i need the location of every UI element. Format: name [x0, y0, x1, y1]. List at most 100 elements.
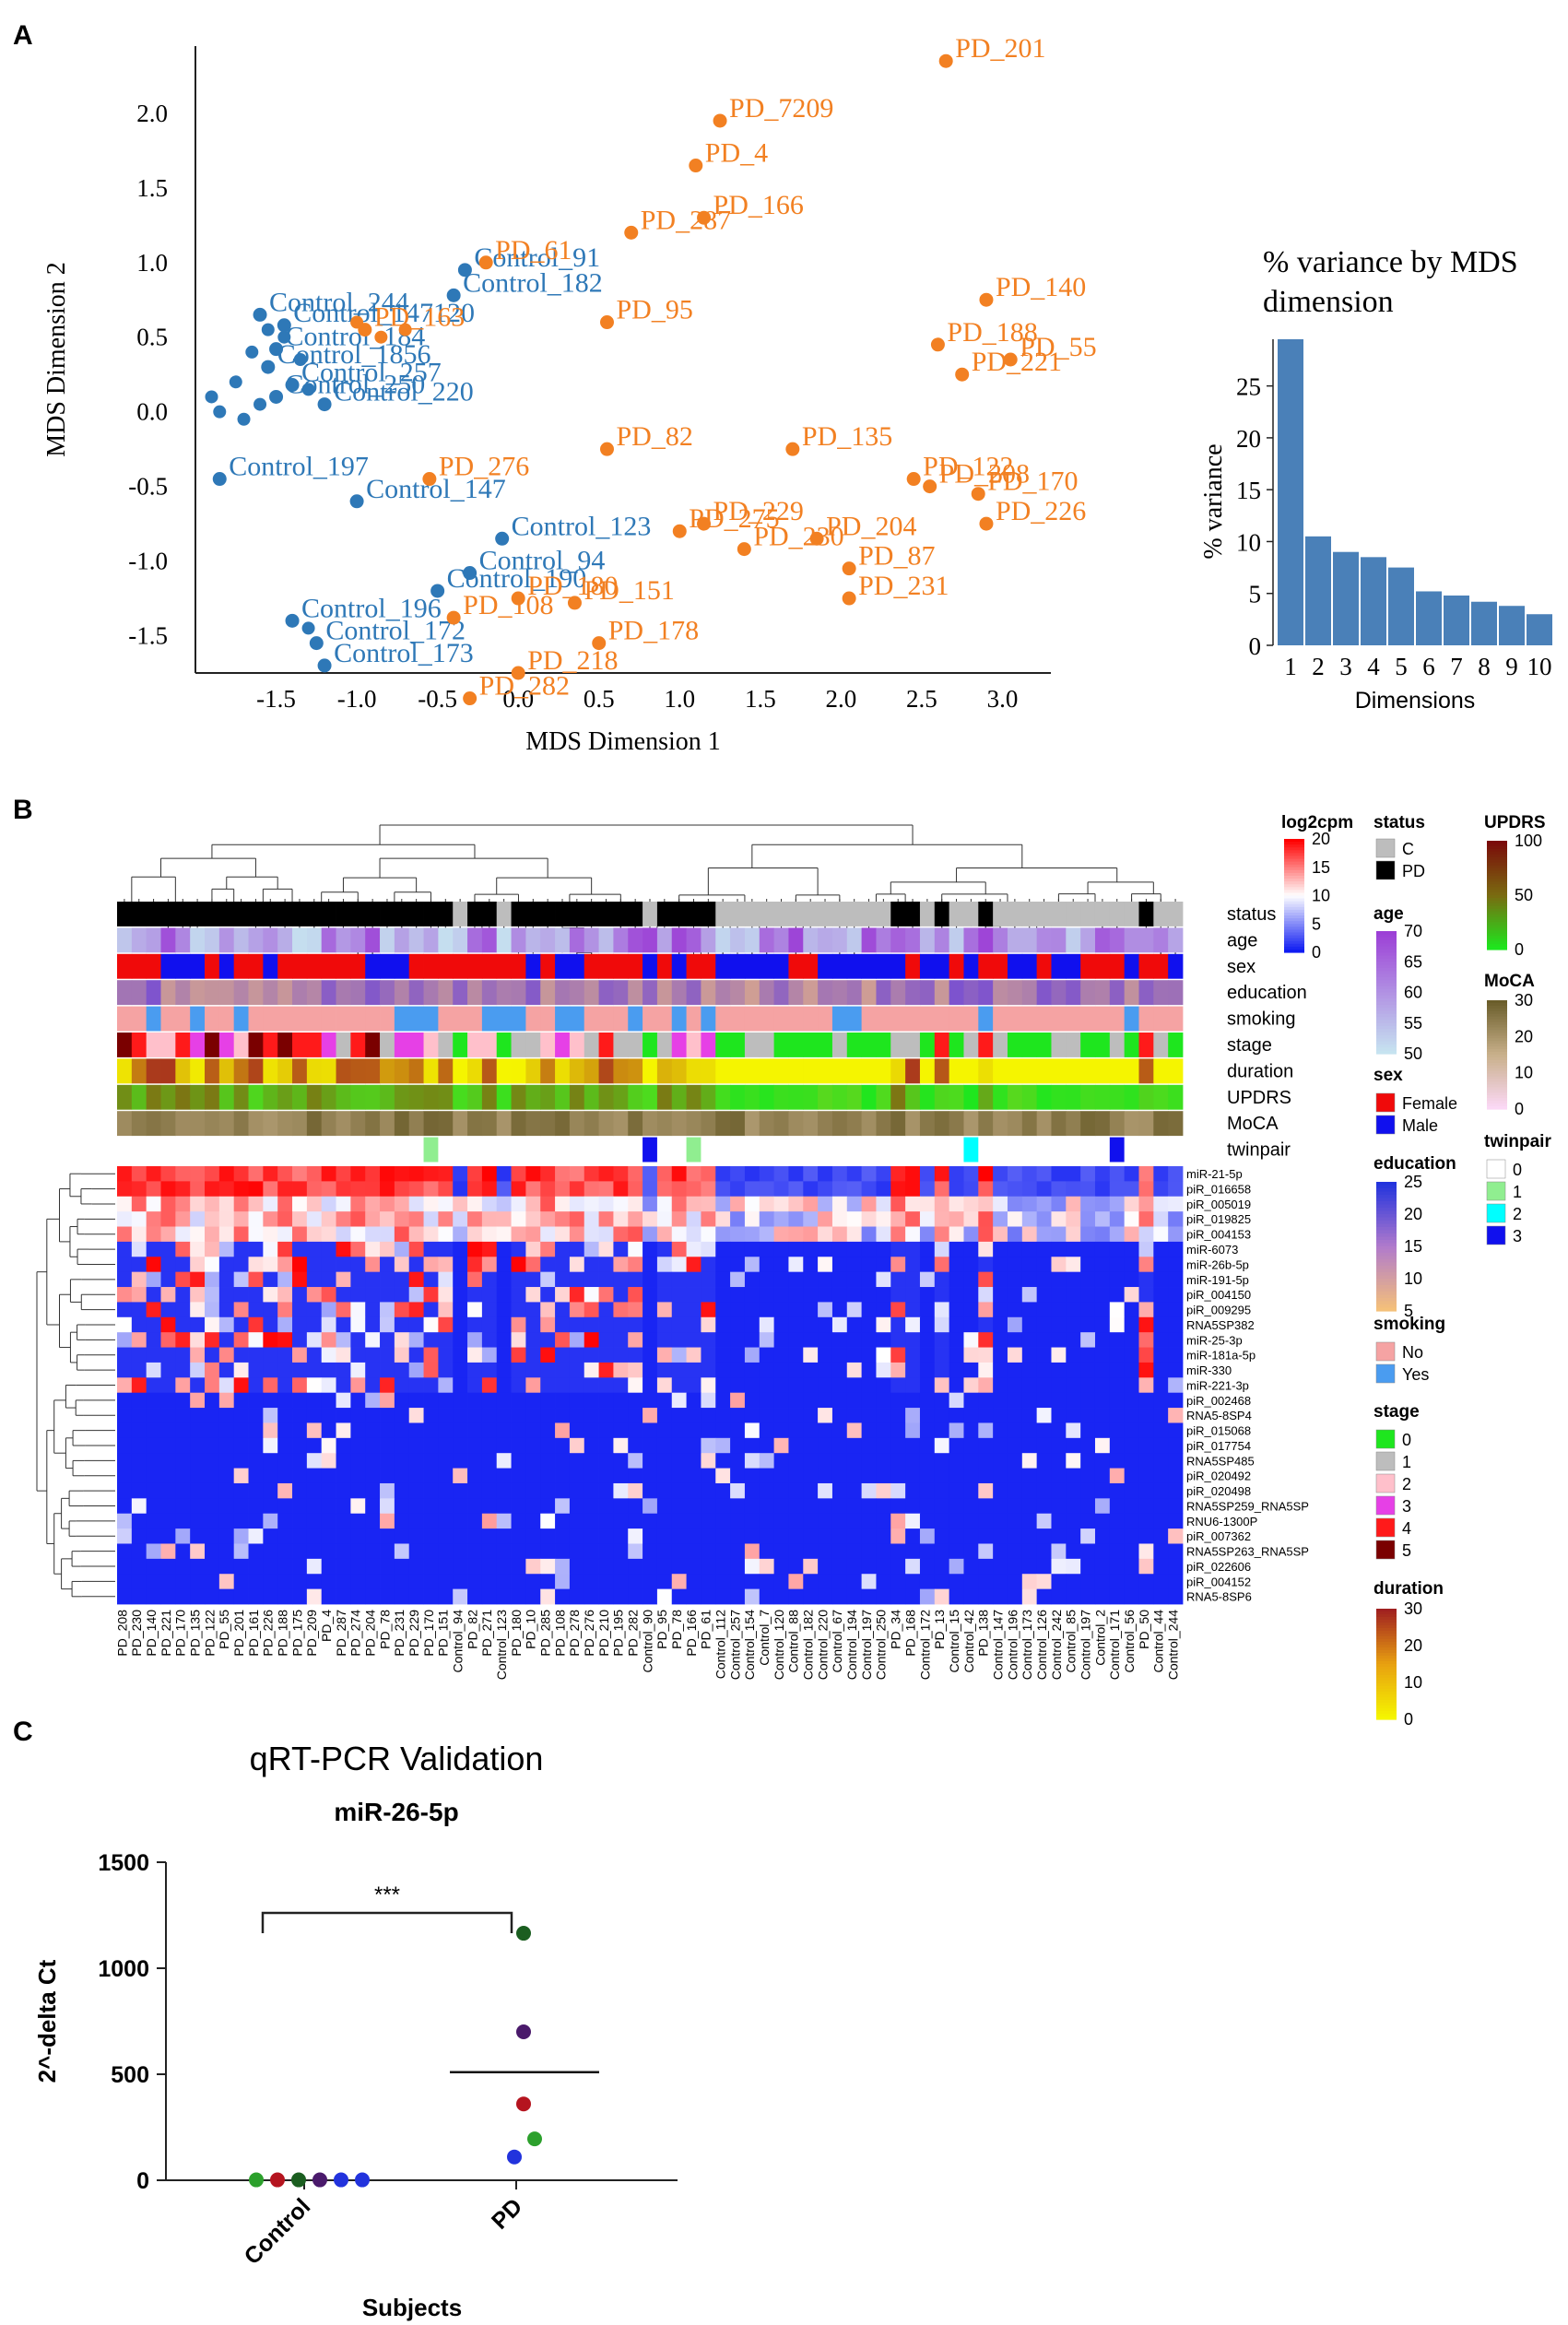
log2cpm-legend-swatch — [1284, 898, 1304, 903]
annotation-cell-sex — [496, 953, 512, 979]
heatmap-cell — [540, 1498, 556, 1515]
mds-point-label: PD_204 — [826, 511, 916, 541]
heatmap-cell — [1138, 1257, 1154, 1273]
annotation-cell-age — [380, 927, 395, 953]
heatmap-cell — [818, 1287, 833, 1303]
annotation-cell-age — [365, 927, 381, 953]
annotation-cell-moca — [949, 1111, 964, 1137]
heatmap-cell — [628, 1482, 643, 1499]
annotation-cell-status — [1124, 902, 1139, 926]
heatmap-cell — [861, 1241, 877, 1257]
annotation-cell-age — [525, 927, 541, 953]
heatmap-cell — [190, 1513, 206, 1529]
annotation-cell-status — [861, 902, 877, 926]
heatmap-cell — [598, 1226, 614, 1243]
heatmap-cell — [569, 1287, 585, 1303]
heatmap-cell — [1124, 1437, 1139, 1454]
heatmap-cell — [846, 1377, 863, 1394]
heatmap-cell — [423, 1271, 439, 1288]
mds-point-label: PD_218 — [527, 645, 618, 676]
heatmap-cell — [408, 1482, 424, 1499]
heatmap-cell — [818, 1574, 833, 1590]
heatmap-cell — [1066, 1558, 1081, 1575]
annotation-cell-status — [818, 902, 833, 926]
heatmap-cell — [380, 1482, 395, 1499]
annotation-cell-duration — [117, 1058, 133, 1084]
log2cpm-legend-swatch — [1284, 949, 1304, 953]
heatmap-cell — [861, 1588, 877, 1605]
heatmap-cell — [861, 1316, 877, 1333]
heatmap-cell — [773, 1181, 789, 1198]
heatmap-cell — [365, 1498, 381, 1515]
heatmap-cell — [744, 1362, 760, 1378]
heatmap-cell — [1007, 1558, 1023, 1575]
annotation-cell-stage — [1021, 1033, 1038, 1057]
qpcr-x-tick-label: Control — [240, 2193, 316, 2270]
annotation-tracks: statusagesexeducationsmokingstageduratio… — [117, 902, 1307, 1162]
annotation-cell-updrs — [919, 1084, 936, 1110]
heatmap-cell — [963, 1543, 979, 1560]
heatmap-cell — [686, 1211, 701, 1227]
heatmap-cell — [978, 1558, 994, 1575]
annotation-cell-status — [1080, 902, 1096, 926]
heatmap-cell — [481, 1543, 498, 1560]
heatmap-cell — [540, 1362, 556, 1378]
heatmap-column-label: Control_250 — [874, 1610, 889, 1680]
heatmap-cell — [656, 1362, 673, 1378]
heatmap-cell — [890, 1211, 906, 1227]
annotation-cell-sex — [978, 953, 994, 979]
annotation-track-label: smoking — [1227, 1009, 1295, 1030]
heatmap-cell — [730, 1558, 746, 1575]
heatmap-cell — [481, 1482, 498, 1499]
heatmap-cell — [1066, 1316, 1081, 1333]
heatmap-cell — [818, 1271, 833, 1288]
heatmap-cell — [773, 1241, 789, 1257]
annotation-cell-moca — [788, 1111, 804, 1137]
heatmap-cell — [496, 1302, 512, 1318]
annotation-cell-updrs — [365, 1084, 381, 1110]
heatmap-cell — [453, 1316, 468, 1333]
heatmap-cell — [555, 1498, 571, 1515]
age-legend-swatch — [1376, 983, 1397, 987]
annotation-cell-moca — [540, 1111, 556, 1137]
heatmap-cell — [131, 1226, 147, 1243]
heatmap-cell — [919, 1528, 936, 1544]
heatmap-column-label: Control_220 — [815, 1610, 830, 1680]
heatmap-cell — [496, 1468, 512, 1484]
annotation-cell-sex — [117, 953, 133, 979]
annotation-cell-duration — [1124, 1058, 1139, 1084]
heatmap-cell — [759, 1347, 775, 1363]
qpcr-subtitle: miR-26-5p — [334, 1798, 458, 1826]
heatmap-cell — [788, 1528, 804, 1544]
annotation-cell-updrs — [730, 1084, 746, 1110]
annotation-cell-age — [511, 927, 526, 953]
heatmap-cell — [730, 1574, 746, 1590]
heatmap-cell — [292, 1588, 308, 1605]
annotation-cell-status — [453, 902, 468, 926]
heatmap-cell — [628, 1498, 643, 1515]
heatmap-cell — [365, 1181, 381, 1198]
heatmap-cell — [481, 1377, 498, 1394]
heatmap-cell — [890, 1422, 906, 1439]
annotation-cell-education — [569, 980, 585, 1006]
heatmap-cell — [963, 1362, 979, 1378]
annotation-cell-stage — [321, 1033, 336, 1057]
heatmap-row-label: miR-25-3p — [1186, 1333, 1243, 1347]
mds-point-label: PD_140 — [996, 272, 1086, 302]
heatmap-cell — [831, 1211, 848, 1227]
annotation-cell-sex — [277, 953, 293, 979]
heatmap-cell — [890, 1287, 906, 1303]
heatmap-cell — [949, 1574, 964, 1590]
heatmap-cell — [1168, 1257, 1184, 1273]
heatmap-cell — [511, 1226, 526, 1243]
heatmap-cell — [1094, 1287, 1111, 1303]
annotation-cell-sex — [481, 953, 498, 979]
heatmap-cell — [233, 1453, 249, 1469]
heatmap-cell — [1168, 1422, 1184, 1439]
heatmap-cell — [277, 1181, 293, 1198]
heatmap-cell — [1007, 1543, 1023, 1560]
heatmap-cell — [336, 1241, 351, 1257]
heatmap-cell — [730, 1513, 746, 1529]
heatmap-cell — [949, 1513, 964, 1529]
